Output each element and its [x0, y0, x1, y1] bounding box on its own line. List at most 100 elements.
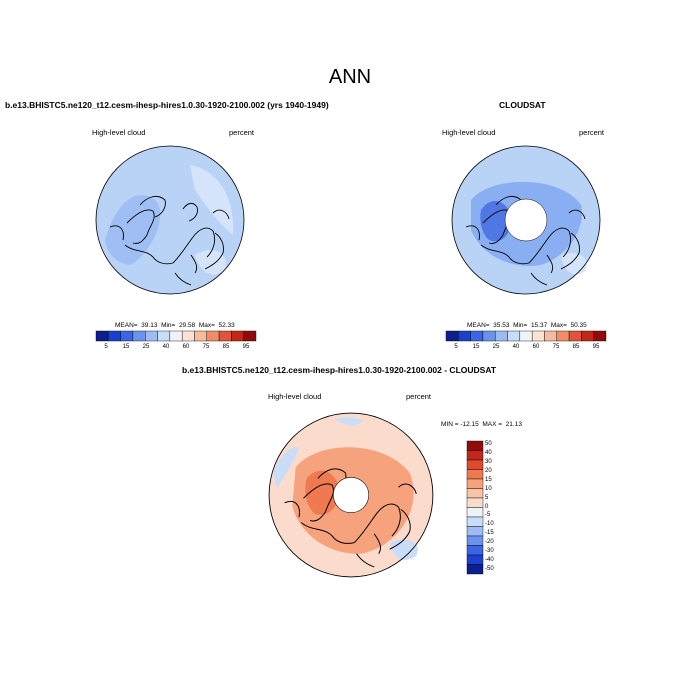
diff-colorbar-swatch	[466, 507, 484, 518]
diff-colorbar-swatch	[466, 469, 484, 480]
diff-colorbar-tick-label: -5	[485, 512, 491, 519]
diff-colorbar-swatch	[466, 535, 484, 546]
diff-colorbar-swatch	[466, 450, 484, 461]
diff-contour-blue-3	[334, 417, 364, 426]
model-units-label: percent	[229, 128, 255, 137]
diff-map-boundary	[268, 412, 434, 578]
model-colorbar-swatch	[231, 330, 244, 342]
model-contour-light	[190, 165, 234, 235]
diff-colorbar-swatch	[466, 497, 484, 508]
diff-colorbar-swatch	[466, 440, 484, 451]
obs-colorbar-swatch	[470, 330, 484, 342]
diff-colorbar	[466, 440, 484, 575]
obs-colorbar-swatch	[593, 330, 607, 342]
diff-colorbar-tick-label: -30	[485, 547, 494, 554]
diff-colorbar-tick-label: 30	[485, 459, 492, 466]
obs-colorbar-swatch	[568, 330, 582, 342]
diff-colorbar-tick-label: -15	[485, 530, 494, 537]
model-map-boundary	[95, 145, 245, 295]
diff-colorbar-swatch	[466, 516, 484, 527]
obs-colorbar-tick-label: 15	[472, 344, 480, 350]
diff-colorbar-tick-label: -40	[485, 556, 494, 563]
obs-contour-dark	[480, 200, 512, 242]
diff-colorbar-tick-label: 50	[485, 441, 492, 448]
obs-variable-label: High-level cloud	[442, 128, 496, 137]
obs-colorbar-swatch	[507, 330, 521, 342]
diff-colorbar-ticks: 50 40 30 20 15 10 5 0 -5 -10 -15 -20 -30 -40 -50	[485, 441, 515, 574]
obs-colorbar-swatch	[458, 330, 471, 342]
diff-colorbar-tick-label: 15	[485, 476, 492, 483]
obs-colorbar-tick-label: 75	[552, 344, 560, 350]
obs-units-label: percent	[579, 128, 605, 137]
obs-polar-map	[451, 145, 601, 295]
obs-colorbar-tick-label: 25	[492, 344, 500, 350]
model-colorbar-swatch	[120, 330, 134, 342]
model-colorbar	[95, 330, 257, 342]
model-colorbar-tick-label: 40	[162, 344, 170, 350]
diff-colorbar-tick-label: -20	[485, 538, 494, 545]
diff-colorbar-tick-label: 20	[485, 468, 492, 475]
model-colorbar-swatch	[157, 330, 171, 342]
model-colorbar-tick-label: 5	[104, 344, 108, 350]
model-colorbar-swatch	[145, 330, 158, 342]
model-colorbar-ticks: 5 15 25 40 60 75 85 95	[96, 344, 256, 354]
model-colorbar-tick-label: 85	[222, 344, 230, 350]
obs-panel-title: CLOUDSAT	[499, 100, 546, 110]
obs-colorbar-swatch	[581, 330, 594, 342]
diff-stats: MIN = -12.15 MAX = 21.13	[441, 421, 522, 428]
model-coastlines	[109, 195, 230, 286]
model-colorbar-swatch	[218, 330, 232, 342]
diff-polar-map	[268, 412, 434, 578]
model-contour-darker	[105, 194, 161, 265]
page-title: ANN	[328, 66, 372, 88]
diff-colorbar-swatch	[466, 478, 484, 489]
model-contour-light-2	[195, 250, 226, 275]
obs-polar-gap	[504, 198, 548, 242]
obs-colorbar-swatch	[445, 330, 459, 342]
model-colorbar-swatch	[132, 330, 146, 342]
obs-map-boundary	[451, 145, 601, 295]
diff-colorbar-tick-label: -10	[485, 521, 494, 528]
obs-colorbar-swatch	[519, 330, 533, 342]
model-colorbar-swatch	[95, 330, 109, 342]
diff-contour-blue	[273, 447, 299, 490]
diff-variable-label: High-level cloud	[268, 392, 322, 401]
diff-contour-strong	[305, 470, 340, 515]
diff-colorbar-tick-label: -50	[485, 565, 494, 572]
model-colorbar-swatch	[243, 330, 257, 342]
diff-colorbar-swatch	[466, 554, 484, 565]
model-polar-map	[95, 145, 245, 295]
diff-polar-gap	[333, 477, 369, 513]
diff-colorbar-tick-label: 5	[485, 494, 489, 501]
model-colorbar-tick-label: 95	[242, 344, 250, 350]
model-colorbar-tick-label: 15	[122, 344, 130, 350]
diff-colorbar-swatch	[466, 545, 484, 556]
obs-colorbar-swatch	[495, 330, 508, 342]
model-colorbar-swatch	[181, 330, 195, 342]
obs-colorbar	[445, 330, 607, 342]
diff-colorbar-tick-label: 10	[485, 485, 492, 492]
diff-colorbar-swatch	[466, 488, 484, 499]
diff-colorbar-swatch	[466, 526, 484, 537]
diff-panel-title: b.e13.BHISTC5.ne120_t12.cesm-ihesp-hires…	[182, 365, 497, 375]
model-colorbar-tick-label: 75	[202, 344, 210, 350]
model-colorbar-swatch	[169, 330, 183, 342]
model-colorbar-swatch	[108, 330, 121, 342]
model-colorbar-tick-label: 25	[142, 344, 150, 350]
diff-units-label: percent	[406, 392, 432, 401]
obs-colorbar-swatch	[482, 330, 496, 342]
obs-stats: MEAN= 35.53 Min= 15.37 Max= 50.35	[467, 322, 587, 329]
diff-colorbar-swatch	[466, 459, 484, 470]
obs-colorbar-tick-label: 60	[532, 344, 540, 350]
obs-contour-light	[561, 253, 587, 275]
diff-colorbar-tick-label: 0	[485, 503, 489, 510]
model-colorbar-tick-label: 60	[182, 344, 190, 350]
diff-colorbar-tick-label: 40	[485, 450, 492, 457]
model-stats: MEAN= 39.13 Min= 29.58 Max= 52.33	[115, 322, 235, 329]
diff-colorbar-swatch	[466, 564, 484, 575]
model-variable-label: High-level cloud	[92, 128, 146, 137]
model-colorbar-swatch	[206, 330, 220, 342]
obs-colorbar-swatch	[531, 330, 545, 342]
model-colorbar-swatch	[194, 330, 207, 342]
obs-colorbar-swatch	[544, 330, 557, 342]
